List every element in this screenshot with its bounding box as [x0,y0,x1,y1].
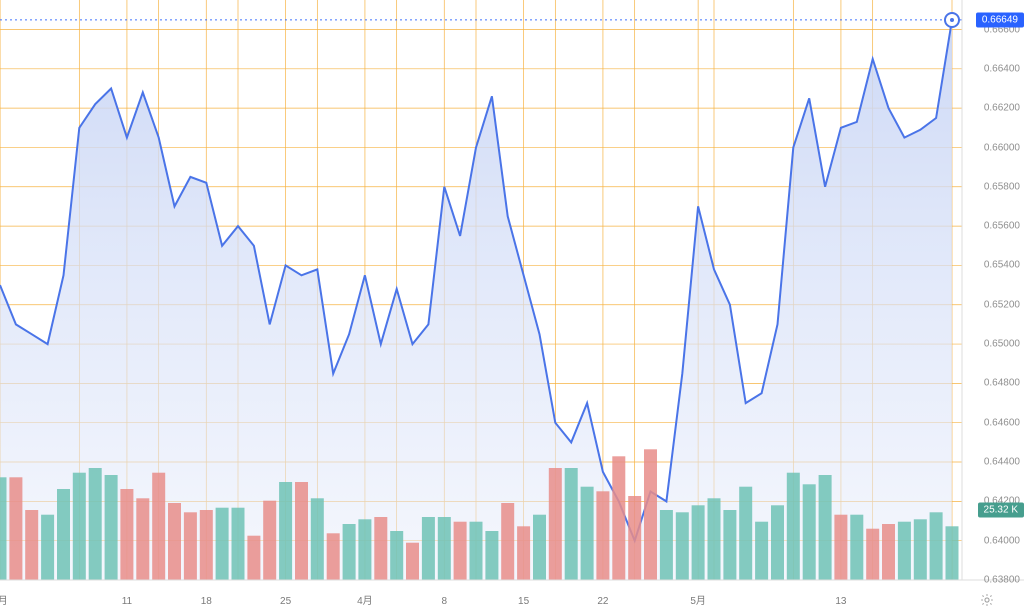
volume-bar [914,519,927,580]
volume-bar [89,468,102,580]
volume-bar [358,519,371,580]
volume-bar [708,498,721,580]
volume-bar [946,526,959,580]
volume-bar [644,449,657,580]
volume-bar [327,533,340,580]
volume-bar [755,522,768,580]
volume-bar [216,508,229,580]
volume-bar [105,475,118,580]
volume-badge: 25.32 K [978,503,1024,518]
volume-bar [898,522,911,580]
volume-bar [247,536,260,580]
volume-bar [803,484,816,580]
volume-bar [787,473,800,580]
volume-bar [850,515,863,580]
volume-bar [612,456,625,580]
gear-icon[interactable] [980,593,994,607]
volume-bar [295,482,308,580]
volume-bar [438,517,451,580]
volume-bar [343,524,356,580]
volume-bar [73,473,86,580]
volume-bar [930,512,943,580]
volume-bar [549,468,562,580]
volume-bar [565,468,578,580]
volume-bar [819,475,832,580]
volume-bar [263,501,276,580]
volume-bar [866,529,879,580]
volume-bar [120,489,133,580]
volume-value: 25.32 K [984,505,1018,516]
volume-bar [533,515,546,580]
price-chart[interactable]: 0.666000.664000.662000.660000.658000.656… [0,0,1024,610]
current-price-badge: 0.66649 [976,12,1024,27]
volume-bar [422,517,435,580]
volume-bar [882,524,895,580]
volume-bar [25,510,38,580]
last-point-marker [944,12,960,28]
volume-bar [374,517,387,580]
volume-bar [41,515,54,580]
volume-bar [628,496,641,580]
volume-bar [200,510,213,580]
volume-bar [739,487,752,580]
chart-svg[interactable] [0,0,1024,610]
volume-bar [723,510,736,580]
volume-bar [692,505,705,580]
volume-bar [581,487,594,580]
volume-bar [660,510,673,580]
volume-bar [57,489,70,580]
volume-bar [390,531,403,580]
volume-bar [136,498,149,580]
volume-bar [184,512,197,580]
volume-bar [517,526,530,580]
volume-bar [834,515,847,580]
volume-bar [771,505,784,580]
volume-bar [406,543,419,580]
volume-bar [279,482,292,580]
volume-bar [501,503,514,580]
volume-bar [0,477,7,580]
volume-bar [152,473,165,580]
volume-bar [676,512,689,580]
current-price-value: 0.66649 [982,14,1018,25]
volume-bar [311,498,324,580]
volume-bar [596,491,609,580]
volume-bar [9,477,22,580]
volume-bar [232,508,245,580]
volume-bar [470,522,483,580]
volume-bar [168,503,181,580]
volume-bar [485,531,498,580]
volume-bar [454,522,467,580]
